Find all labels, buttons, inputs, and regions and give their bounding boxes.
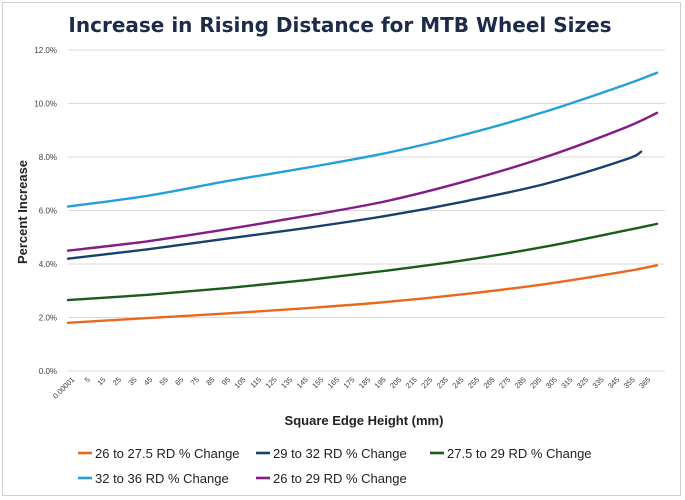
x-tick-label: 55 — [158, 375, 170, 387]
x-tick-label: 85 — [204, 375, 216, 387]
x-tick-label: 45 — [142, 375, 154, 387]
x-tick-label: 315 — [559, 375, 574, 390]
y-axis-title: Percent Increase — [15, 160, 30, 264]
series-line-4 — [66, 71, 659, 208]
x-tick-label: 355 — [622, 375, 637, 390]
x-tick-label: 35 — [126, 375, 138, 387]
legend-label: 26 to 29 RD % Change — [273, 471, 407, 486]
y-tick-label: 2.0% — [39, 314, 57, 323]
y-tick-label: 12.0% — [34, 46, 57, 55]
series-lines — [66, 71, 659, 325]
legend-label: 26 to 27.5 RD % Change — [95, 446, 240, 461]
x-tick-label: 335 — [590, 375, 605, 390]
x-tick-label: 145 — [295, 375, 310, 390]
chart-title: Increase in Rising Distance for MTB Whee… — [68, 13, 611, 37]
x-tick-label: 215 — [404, 375, 419, 390]
x-tick-label: 245 — [450, 375, 465, 390]
x-tick-label: 195 — [373, 375, 388, 390]
y-tick-label: 4.0% — [39, 260, 57, 269]
x-tick-label: 65 — [173, 375, 185, 387]
x-tick-labels: 0.00001 5 15 25 35 45 55 65 75 85 95 105 115 125 135 14… — [51, 375, 653, 401]
x-tick-label: 25 — [111, 375, 123, 387]
x-tick-label: 115 — [248, 375, 263, 390]
x-tick-label: 345 — [606, 375, 621, 390]
legend-label: 29 to 32 RD % Change — [273, 446, 407, 461]
series-line-2 — [66, 150, 643, 260]
legend-label: 27.5 to 29 RD % Change — [447, 446, 592, 461]
chart-frame — [2, 2, 681, 496]
x-tick-label: 155 — [310, 375, 325, 390]
y-tick-label: 0.0% — [39, 367, 57, 376]
x-tick-label: 95 — [220, 375, 232, 387]
y-tick-labels: 0.0% 2.0% 4.0% 6.0% 8.0% 10.0% 12.0% — [34, 46, 57, 376]
x-tick-label: 205 — [388, 375, 403, 390]
x-tick-label: 225 — [419, 375, 434, 390]
x-tick-label: 255 — [466, 375, 481, 390]
x-tick-label: 305 — [544, 375, 559, 390]
series-line-1 — [66, 264, 659, 325]
x-tick-label: 125 — [264, 375, 279, 390]
legend: 26 to 27.5 RD % Change 29 to 32 RD % Chan… — [78, 446, 592, 486]
gridlines — [68, 49, 665, 372]
legend-label: 32 to 36 RD % Change — [95, 471, 229, 486]
series-line-5 — [66, 111, 659, 252]
y-tick-label: 6.0% — [39, 207, 57, 216]
x-tick-label: 165 — [326, 375, 341, 390]
x-tick-label: 135 — [279, 375, 294, 390]
x-tick-label: 265 — [482, 375, 497, 390]
x-tick-label: 0.00001 — [51, 375, 77, 401]
x-tick-label: 5 — [83, 375, 92, 384]
x-tick-label: 325 — [575, 375, 590, 390]
x-tick-label: 185 — [357, 375, 372, 390]
x-tick-label: 365 — [637, 375, 652, 390]
x-tick-label: 175 — [341, 375, 356, 390]
x-tick-label: 235 — [435, 375, 450, 390]
x-tick-label: 105 — [232, 375, 247, 390]
x-tick-label: 275 — [497, 375, 512, 390]
y-tick-label: 10.0% — [34, 100, 57, 109]
x-axis-title: Square Edge Height (mm) — [285, 413, 444, 428]
x-tick-label: 15 — [95, 375, 107, 387]
x-tick-label: 75 — [189, 375, 201, 387]
x-tick-label: 285 — [513, 375, 528, 390]
series-line-3 — [66, 222, 659, 302]
y-tick-label: 8.0% — [39, 153, 57, 162]
x-tick-label: 295 — [528, 375, 543, 390]
